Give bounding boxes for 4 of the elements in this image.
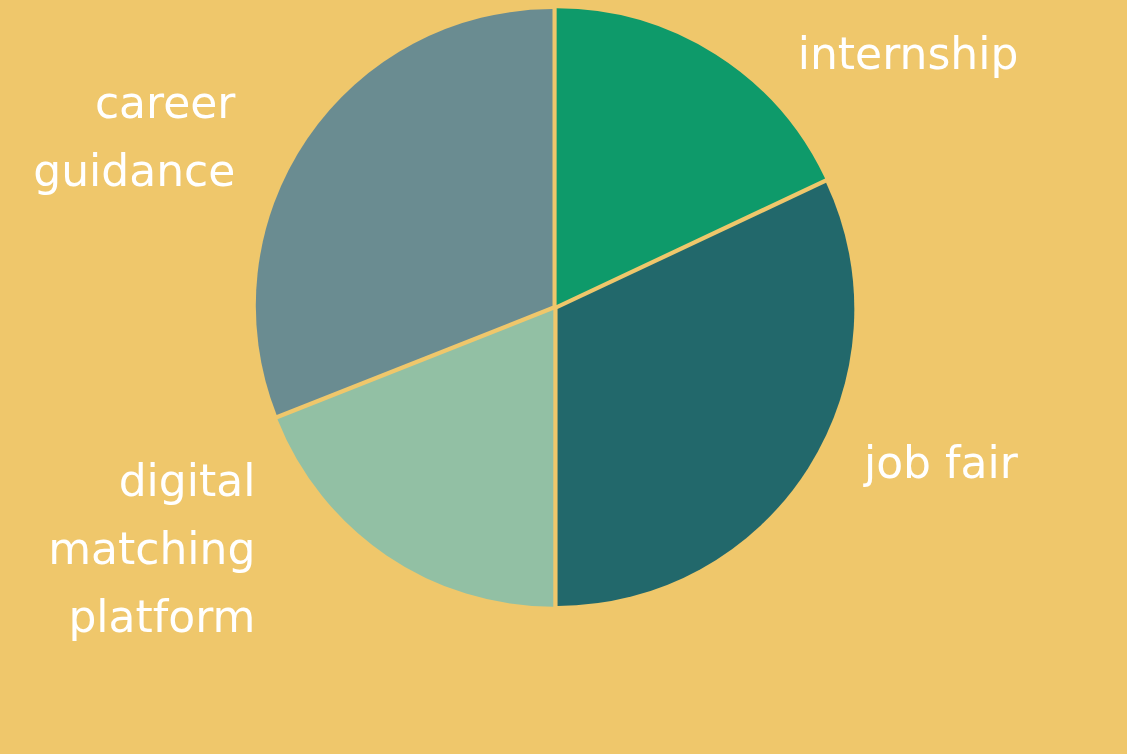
slice-label: digital matching platform xyxy=(48,455,256,643)
slice-label: job fair xyxy=(862,436,1019,488)
slice-label: internship xyxy=(797,27,1019,79)
slice-label: career guidance xyxy=(33,77,237,197)
